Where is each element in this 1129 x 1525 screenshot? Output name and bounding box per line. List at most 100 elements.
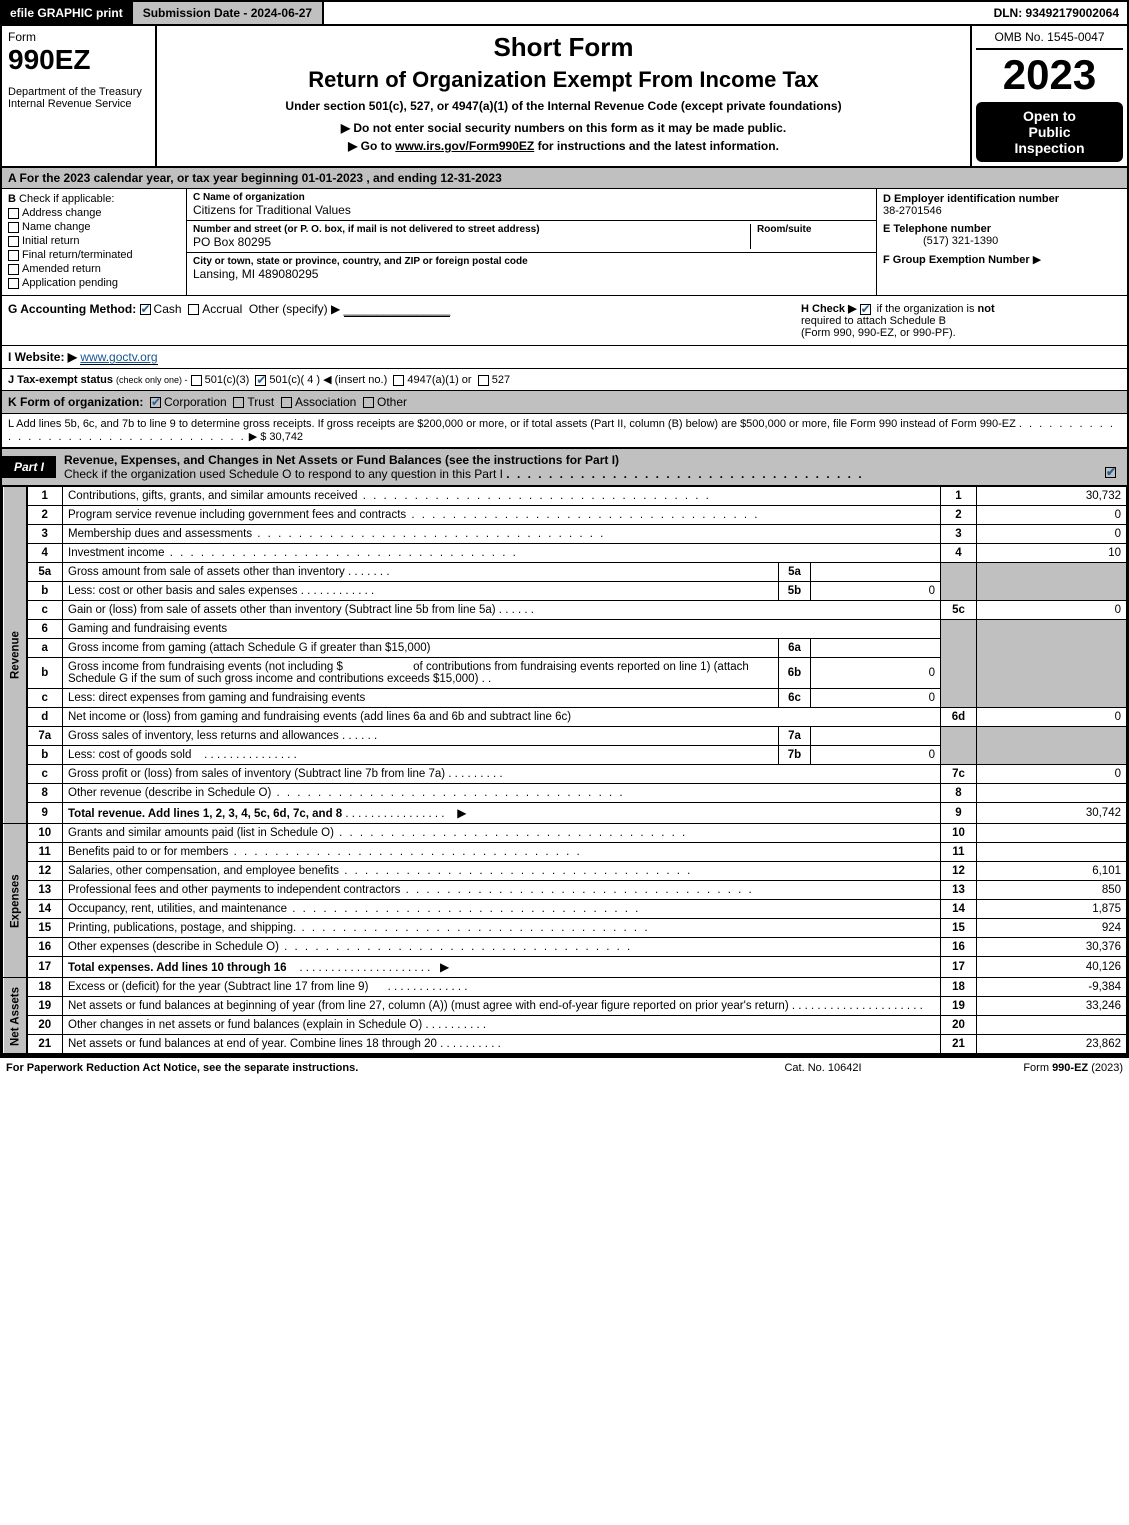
l17-rnum: 17 bbox=[941, 957, 977, 978]
l7c-desc: Gross profit or (loss) from sales of inv… bbox=[68, 768, 445, 780]
checkbox-527[interactable] bbox=[478, 375, 489, 386]
l15-val: 924 bbox=[977, 919, 1127, 938]
label-addr-change: Address change bbox=[22, 207, 102, 219]
l6d-rnum: 6d bbox=[941, 708, 977, 727]
l3-rnum: 3 bbox=[941, 525, 977, 544]
f-arrow: ▶ bbox=[1033, 254, 1041, 266]
instruction-ssn: ▶ Do not enter social security numbers o… bbox=[163, 121, 964, 135]
label-cash: Cash bbox=[154, 302, 182, 316]
checkbox-assoc[interactable] bbox=[281, 397, 292, 408]
row-l: L Add lines 5b, 6c, and 7b to line 9 to … bbox=[2, 414, 1127, 449]
footer: For Paperwork Reduction Act Notice, see … bbox=[0, 1056, 1129, 1078]
label-initial: Initial return bbox=[22, 235, 79, 247]
l7a-sval bbox=[811, 727, 941, 746]
title-return: Return of Organization Exempt From Incom… bbox=[163, 67, 964, 93]
checkbox-accrual[interactable] bbox=[188, 304, 199, 315]
sidebar-netassets: Net Assets bbox=[3, 978, 27, 1054]
j-sub: (check only one) - bbox=[116, 375, 188, 385]
l11-rnum: 11 bbox=[941, 843, 977, 862]
l16-val: 30,376 bbox=[977, 938, 1127, 957]
l7b-sub: 7b bbox=[779, 746, 811, 765]
subtitle: Under section 501(c), 527, or 4947(a)(1)… bbox=[163, 99, 964, 113]
goto-suffix: for instructions and the latest informat… bbox=[534, 139, 779, 153]
dots bbox=[406, 509, 759, 521]
website-link[interactable]: www.goctv.org bbox=[80, 350, 157, 365]
l9-arrow: ▶ bbox=[457, 806, 466, 820]
l10-val bbox=[977, 824, 1127, 843]
l21-desc: Net assets or fund balances at end of ye… bbox=[68, 1038, 437, 1050]
l4-val: 10 bbox=[977, 544, 1127, 563]
checkbox-pending[interactable] bbox=[8, 278, 19, 289]
checkbox-initial[interactable] bbox=[8, 236, 19, 247]
l4-num: 4 bbox=[27, 544, 63, 563]
row-k: K Form of organization: Corporation Trus… bbox=[2, 391, 1127, 414]
l19-desc: Net assets or fund balances at beginning… bbox=[68, 1000, 789, 1012]
submission-date: Submission Date - 2024-06-27 bbox=[131, 2, 324, 24]
checkbox-corp[interactable] bbox=[150, 397, 161, 408]
part1-header: Part I Revenue, Expenses, and Changes in… bbox=[2, 449, 1127, 486]
checkbox-name-change[interactable] bbox=[8, 222, 19, 233]
l7b-desc: Less: cost of goods sold bbox=[68, 749, 191, 761]
part1-dots bbox=[506, 467, 863, 481]
l7b-num: b bbox=[27, 746, 63, 765]
label-accrual: Accrual bbox=[202, 302, 242, 316]
checkbox-amended[interactable] bbox=[8, 264, 19, 275]
l6-shaded bbox=[941, 620, 977, 708]
l6b-sub: 6b bbox=[779, 658, 811, 689]
l6a-num: a bbox=[27, 639, 63, 658]
checkbox-cash[interactable] bbox=[140, 304, 151, 315]
irs-label: Internal Revenue Service bbox=[8, 98, 149, 110]
l5a-sval bbox=[811, 563, 941, 582]
l2-rnum: 2 bbox=[941, 506, 977, 525]
f-group-label: F Group Exemption Number bbox=[883, 254, 1030, 266]
checkbox-4947[interactable] bbox=[393, 375, 404, 386]
checkbox-trust[interactable] bbox=[233, 397, 244, 408]
h-check: H Check ▶ if the organization is not req… bbox=[801, 302, 1121, 339]
irs-link[interactable]: www.irs.gov/Form990EZ bbox=[395, 139, 534, 153]
dots bbox=[296, 922, 649, 934]
c-street-value: PO Box 80295 bbox=[193, 235, 750, 249]
l1-num: 1 bbox=[27, 487, 63, 506]
checkbox-addr-change[interactable] bbox=[8, 208, 19, 219]
l13-desc: Professional fees and other payments to … bbox=[68, 884, 400, 896]
l6d-val: 0 bbox=[977, 708, 1127, 727]
checkbox-501c[interactable] bbox=[255, 375, 266, 386]
h-text3: required to attach Schedule B bbox=[801, 315, 946, 327]
col-c: C Name of organization Citizens for Trad… bbox=[187, 189, 877, 295]
l18-val: -9,384 bbox=[977, 978, 1127, 997]
l5c-desc: Gain or (loss) from sale of assets other… bbox=[68, 604, 496, 616]
part1-check-text: Check if the organization used Schedule … bbox=[64, 467, 503, 481]
part1-title-text: Revenue, Expenses, and Changes in Net As… bbox=[64, 453, 619, 467]
form-number: 990EZ bbox=[8, 44, 149, 76]
l6a-sub: 6a bbox=[779, 639, 811, 658]
c-name-label: C Name of organization bbox=[193, 192, 870, 203]
l-value: 30,742 bbox=[269, 431, 303, 443]
l6a-sval bbox=[811, 639, 941, 658]
dots bbox=[358, 490, 711, 502]
checkbox-other-org[interactable] bbox=[363, 397, 374, 408]
col-d: D Employer identification number38-27015… bbox=[877, 189, 1127, 295]
checkbox-h[interactable] bbox=[860, 304, 871, 315]
l5c-rnum: 5c bbox=[941, 601, 977, 620]
l1-rnum: 1 bbox=[941, 487, 977, 506]
l7c-num: c bbox=[27, 765, 63, 784]
label-4947: 4947(a)(1) or bbox=[407, 374, 471, 386]
top-bar: efile GRAPHIC print Submission Date - 20… bbox=[2, 2, 1127, 26]
l12-val: 6,101 bbox=[977, 862, 1127, 881]
label-trust: Trust bbox=[247, 395, 274, 409]
dln-number: DLN: 93492179002064 bbox=[986, 2, 1127, 24]
efile-graphic-link[interactable]: GRAPHIC bbox=[37, 6, 92, 20]
l3-val: 0 bbox=[977, 525, 1127, 544]
checkbox-final[interactable] bbox=[8, 250, 19, 261]
c-city-value: Lansing, MI 489080295 bbox=[193, 267, 870, 281]
l5a-sub: 5a bbox=[779, 563, 811, 582]
l19-rnum: 19 bbox=[941, 997, 977, 1016]
part1-label: Part I bbox=[2, 456, 56, 478]
l17-val: 40,126 bbox=[977, 957, 1127, 978]
checkbox-501c3[interactable] bbox=[191, 375, 202, 386]
l7-shaded bbox=[941, 727, 977, 765]
l20-val bbox=[977, 1016, 1127, 1035]
label-pending: Application pending bbox=[22, 277, 118, 289]
h-text1: H Check ▶ bbox=[801, 303, 860, 315]
checkbox-part1[interactable] bbox=[1105, 467, 1116, 478]
